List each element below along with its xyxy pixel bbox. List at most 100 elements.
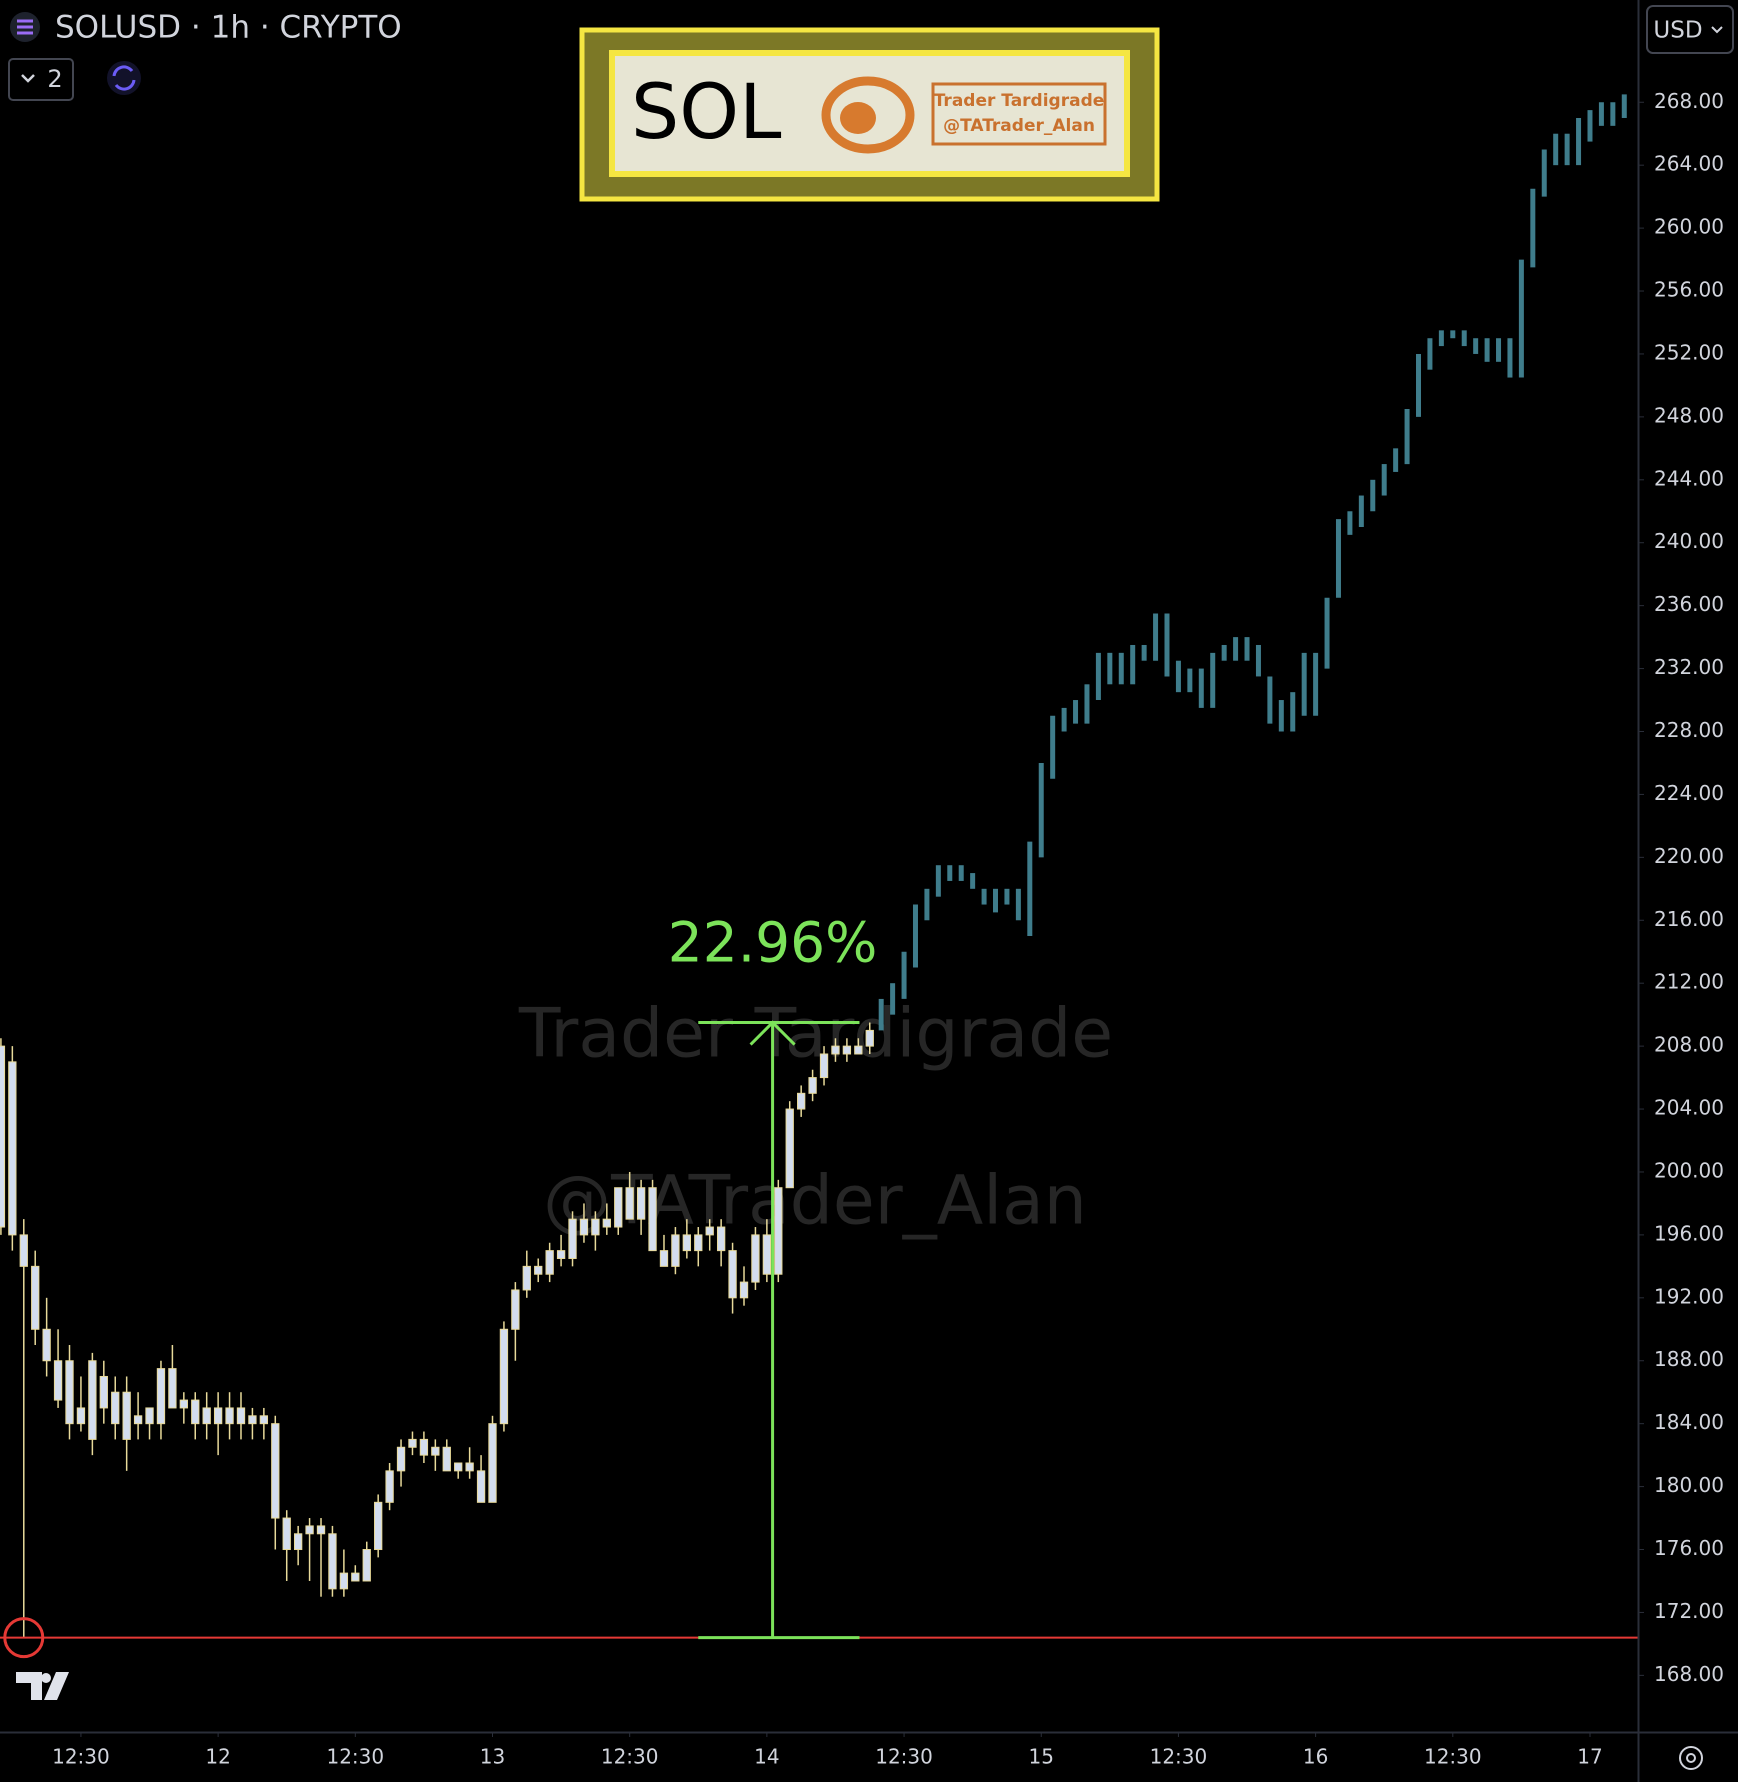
candle-body <box>831 1045 840 1055</box>
candle-body <box>0 1045 6 1228</box>
currency-label: USD <box>1653 18 1702 44</box>
x-tick-label: 16 <box>1303 1745 1328 1769</box>
candle-body <box>625 1187 634 1220</box>
x-tick-label: 12 <box>205 1745 230 1769</box>
y-tick-label: 200.00 <box>1654 1158 1724 1182</box>
candle-body <box>168 1368 177 1409</box>
candle-body <box>522 1265 531 1291</box>
candle-body <box>133 1415 143 1425</box>
candle-body <box>431 1446 440 1456</box>
y-tick-label: 228.00 <box>1654 718 1724 742</box>
candle-body <box>488 1423 497 1503</box>
layers-button[interactable] <box>8 58 74 101</box>
y-tick-label: 232.00 <box>1654 655 1724 679</box>
y-tick-label: 260.00 <box>1654 215 1724 239</box>
candle-body <box>351 1572 360 1582</box>
logo-handle: @TATrader_Alan <box>943 116 1095 136</box>
ticks: 168.00 172.00 176.00 180.00 184.00 188.00 192.… <box>52 89 1724 1769</box>
logo-ticker: SOL <box>631 67 781 156</box>
candle-body <box>842 1045 852 1055</box>
y-tick-label: 268.00 <box>1654 89 1724 113</box>
candle-body <box>88 1360 97 1440</box>
candle-body <box>716 1226 726 1252</box>
candle-body <box>762 1234 772 1275</box>
candle-body <box>705 1226 714 1236</box>
y-tick-label: 252.00 <box>1654 340 1724 364</box>
y-tick-label: 196.00 <box>1654 1221 1724 1245</box>
x-tick-label: 14 <box>754 1745 779 1769</box>
candle-body <box>511 1289 520 1330</box>
candle-body <box>179 1399 188 1409</box>
level-marker <box>3 1617 45 1659</box>
y-tick-label: 172.00 <box>1654 1599 1724 1623</box>
candle-body <box>785 1108 794 1189</box>
candle-body <box>259 1415 269 1425</box>
candle-body <box>602 1218 611 1228</box>
y-tick-label: 188.00 <box>1654 1347 1724 1371</box>
candle-body <box>808 1077 817 1094</box>
settings-button[interactable] <box>1679 1746 1703 1770</box>
x-tick-label: 12:30 <box>1150 1745 1208 1769</box>
candle-body <box>545 1250 554 1275</box>
candle-body <box>213 1407 223 1425</box>
time-axis <box>0 1732 1738 1782</box>
candle-body <box>42 1328 51 1362</box>
candle-body <box>556 1250 566 1259</box>
candle-body <box>305 1525 314 1535</box>
candle-body <box>797 1092 806 1110</box>
candle-body <box>694 1234 703 1252</box>
candle-body <box>476 1470 486 1503</box>
y-tick-label: 180.00 <box>1654 1473 1724 1497</box>
logo-name: Trader Tardigrade <box>934 91 1105 111</box>
candle-body <box>534 1265 543 1275</box>
logo-mascot <box>840 102 876 134</box>
candle-body <box>76 1407 86 1425</box>
candle-body <box>236 1407 246 1425</box>
candle-body <box>328 1533 337 1590</box>
y-tick-label: 256.00 <box>1654 278 1724 302</box>
candle-body <box>225 1407 234 1425</box>
candle-body <box>202 1407 211 1425</box>
candle-body <box>293 1533 303 1551</box>
candle-body <box>316 1525 326 1535</box>
y-tick-label: 184.00 <box>1654 1410 1724 1434</box>
marks: 22.96% <box>0 94 1638 1659</box>
x-tick-label: 15 <box>1029 1745 1054 1769</box>
candle-body <box>19 1234 28 1267</box>
candle-body <box>248 1415 257 1425</box>
candle-body <box>396 1446 406 1472</box>
currency-button[interactable] <box>1646 5 1734 54</box>
candle-body <box>282 1517 291 1551</box>
x-tick-label: 17 <box>1577 1745 1602 1769</box>
candle-body <box>65 1360 74 1425</box>
refresh-icon <box>112 65 136 91</box>
y-tick-label: 236.00 <box>1654 592 1724 616</box>
y-tick-label: 216.00 <box>1654 907 1724 931</box>
candle-body <box>854 1045 863 1055</box>
candle-body <box>191 1399 200 1425</box>
y-tick-label: 244.00 <box>1654 466 1724 490</box>
y-tick-label: 248.00 <box>1654 403 1724 427</box>
candle-body <box>682 1234 692 1252</box>
candle-body <box>339 1572 349 1590</box>
measure-label: 22.96% <box>668 911 878 975</box>
y-tick-label: 224.00 <box>1654 781 1724 805</box>
candle-body <box>99 1375 108 1409</box>
candle-body <box>636 1187 646 1220</box>
brand-logo <box>16 1672 69 1700</box>
y-tick-label: 192.00 <box>1654 1284 1724 1308</box>
brand-logo <box>41 1673 51 1683</box>
settings-icon <box>1686 1753 1696 1763</box>
measure-arrow <box>749 1020 796 1046</box>
chevron <box>21 74 35 83</box>
candle-body <box>31 1265 40 1330</box>
candle-body <box>728 1250 737 1299</box>
candle-body <box>568 1218 577 1259</box>
chevron <box>1711 26 1723 34</box>
y-tick-label: 176.00 <box>1654 1536 1724 1560</box>
candle-body <box>362 1549 371 1582</box>
candle-body <box>659 1250 669 1267</box>
watermark: @TATrader_Alan <box>543 1162 1087 1241</box>
candle-body <box>671 1234 680 1267</box>
